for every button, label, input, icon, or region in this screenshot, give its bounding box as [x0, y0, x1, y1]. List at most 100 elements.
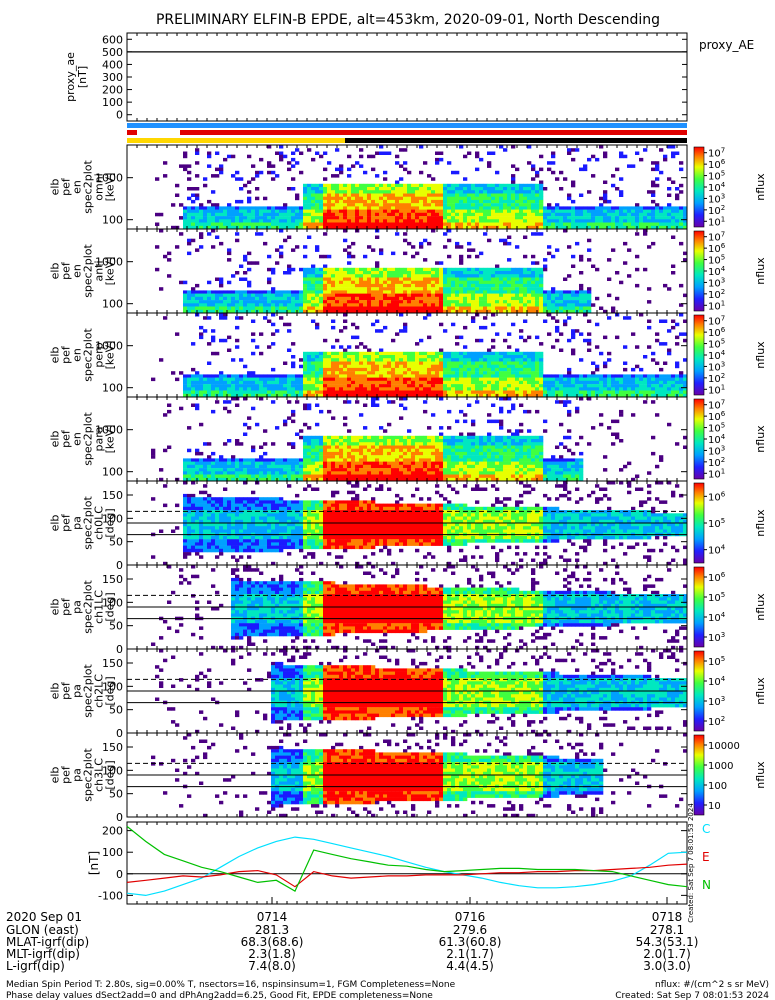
- spectrogram-cell: [463, 367, 468, 372]
- spectrogram-cell: [307, 393, 312, 398]
- spectrogram-cell: [535, 267, 540, 272]
- spectrogram-cell: [259, 374, 264, 378]
- spectrogram-cell: [403, 306, 408, 310]
- panel-ylabel: elbpefenspec2plotomni[keV]: [49, 160, 117, 214]
- spectrogram-cell: [267, 300, 272, 304]
- spectrogram-cell: [199, 390, 204, 394]
- spectrogram-cell: [451, 358, 456, 362]
- spectrogram-cell: [247, 377, 252, 382]
- spectrogram-cell: [627, 374, 632, 378]
- spectrogram-cell: [463, 271, 468, 275]
- spectrogram-cell: [567, 390, 572, 394]
- spectrogram-cell: [659, 393, 664, 398]
- spectrogram-cell: [431, 393, 436, 398]
- spectrogram-cell: [287, 300, 292, 304]
- spectrogram-cell: [327, 293, 332, 298]
- spectrogram-cell: [303, 187, 308, 191]
- spectrogram-cell: [391, 225, 396, 230]
- spectrogram-cell: [683, 319, 688, 323]
- spectrogram-cell: [227, 216, 232, 220]
- spectrogram-cell: [227, 348, 232, 352]
- spectrogram-cell: [259, 380, 264, 385]
- spectrogram-cell: [411, 387, 416, 391]
- spectrogram-cell: [283, 203, 288, 207]
- spectrogram-cell: [467, 390, 472, 394]
- spectrogram-cell: [467, 387, 472, 391]
- spectrogram-cell: [451, 170, 456, 175]
- spectrogram-cell: [471, 280, 476, 285]
- spectrogram-cell: [459, 364, 464, 369]
- spectrogram-cell: [339, 358, 344, 362]
- spectrogram-cell: [631, 377, 636, 382]
- spectrogram-cell: [191, 309, 196, 314]
- spectrogram-cell: [471, 216, 476, 220]
- spectrogram-cell: [335, 390, 340, 394]
- spectrogram-cell: [355, 380, 360, 385]
- spectrogram-cell: [367, 351, 372, 356]
- spectrogram-cell: [611, 209, 616, 214]
- spectrogram-cell: [499, 219, 504, 223]
- spectrogram-cell: [543, 387, 548, 391]
- spectrogram-cell: [519, 196, 524, 201]
- spectrogram-cell: [671, 154, 676, 159]
- spectrogram-cell: [435, 157, 440, 162]
- spectrogram-cell: [427, 225, 432, 230]
- spectrogram-cell: [355, 293, 360, 298]
- spectrogram-cell: [267, 206, 272, 210]
- spectrogram-cell: [483, 225, 488, 230]
- spectrogram-cell: [331, 199, 336, 204]
- spectrogram-cell: [387, 293, 392, 298]
- spectrogram-cell: [283, 300, 288, 304]
- spectrogram-cell: [303, 193, 308, 197]
- spectrogram-cell: [371, 293, 376, 298]
- spectrogram-cell: [463, 303, 468, 307]
- spectrogram-cell: [423, 187, 428, 191]
- spectrogram-cell: [579, 374, 584, 378]
- spectrogram-cell: [207, 380, 212, 385]
- spectrogram-cell: [215, 209, 220, 214]
- spectrogram-cell: [219, 303, 224, 307]
- spectrogram-cell: [503, 306, 508, 310]
- spectrogram-cell: [443, 306, 448, 310]
- spectrogram-cell: [459, 387, 464, 391]
- spectrogram-cell: [499, 238, 504, 243]
- spectrogram-cell: [663, 222, 668, 226]
- spectrogram-cell: [231, 216, 236, 220]
- spectrogram-cell: [643, 232, 648, 236]
- spectrogram-cell: [435, 293, 440, 298]
- spectrogram-cell: [623, 216, 628, 220]
- spectrogram-cell: [327, 222, 332, 226]
- spectrogram-cell: [179, 280, 184, 285]
- spectrogram-cell: [407, 209, 412, 214]
- spectrogram-cell: [175, 193, 180, 197]
- spectrogram-cell: [387, 183, 392, 188]
- spectrogram-cell: [359, 209, 364, 214]
- spectrogram-cell: [607, 277, 612, 281]
- spectrogram-cell: [527, 161, 532, 165]
- spectrogram-cell: [451, 387, 456, 391]
- spectrogram-cell: [379, 193, 384, 197]
- spectrogram-cell: [483, 209, 488, 214]
- spectrogram-cell: [395, 190, 400, 194]
- spectrogram-cell: [499, 355, 504, 359]
- spectrogram-cell: [559, 206, 564, 210]
- spectrogram-cell: [195, 209, 200, 214]
- spectrogram-cell: [511, 303, 516, 307]
- spectrogram-cell: [395, 277, 400, 281]
- spectrogram-cell: [451, 296, 456, 301]
- spectrogram-cell: [351, 280, 356, 285]
- spectrogram-cell: [667, 177, 672, 181]
- spectrogram-cell: [319, 267, 324, 272]
- spectrogram-cell: [475, 374, 480, 378]
- spectrogram-cell: [403, 325, 408, 330]
- spectrogram-cell: [383, 274, 388, 278]
- spectrogram-cell: [239, 390, 244, 394]
- spectrogram-cell: [543, 264, 548, 268]
- spectrogram-cell: [487, 287, 492, 291]
- spectrogram-cell: [399, 309, 404, 314]
- spectrogram-cell: [403, 225, 408, 230]
- spectrogram-cell: [339, 209, 344, 214]
- spectrogram-cell: [363, 306, 368, 310]
- spectrogram-cell: [379, 274, 384, 278]
